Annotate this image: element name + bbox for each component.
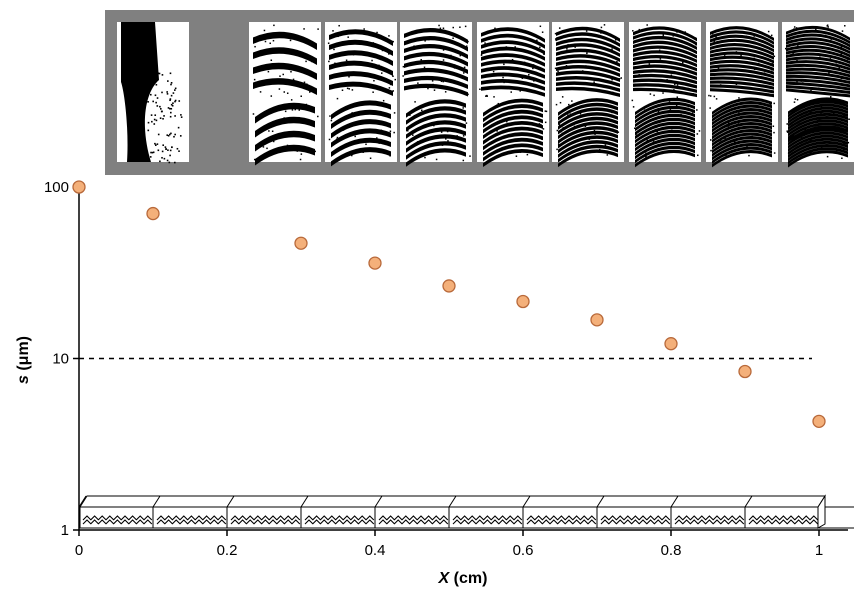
- inset-panel: [552, 22, 624, 168]
- inset-panel: [706, 22, 778, 168]
- y-axis-title: s (μm): [15, 336, 32, 384]
- x-axis-title: X (cm): [438, 570, 488, 587]
- inset-panel: [629, 22, 701, 168]
- data-point: [590, 313, 604, 327]
- data-point: [146, 206, 160, 221]
- y-tick-label: 1: [61, 522, 69, 539]
- data-point: [664, 337, 678, 351]
- data-points: [72, 180, 826, 429]
- x-tick-label: 0.8: [661, 542, 682, 559]
- data-point: [738, 364, 752, 379]
- inset-panel: [477, 22, 549, 168]
- x-tick-label: 0.4: [365, 542, 386, 559]
- x-tick-label: 0.6: [513, 542, 534, 559]
- y-tick-label: 10: [52, 351, 69, 368]
- inset-strip: [105, 10, 854, 175]
- y-tick-label: 100: [44, 179, 69, 196]
- inset-panel: [249, 22, 321, 166]
- inset-panel: [117, 22, 189, 164]
- data-point: [368, 256, 382, 270]
- data-point: [294, 236, 308, 250]
- x-tick-label: 1: [815, 542, 823, 559]
- inset-panel: [400, 22, 472, 167]
- data-point: [812, 414, 826, 429]
- x-ticks: 0 0.2 0.4 0.6 0.8 1: [75, 530, 823, 559]
- y-ticks: 1 10 100: [44, 179, 79, 539]
- inset-panel: [325, 22, 397, 167]
- inset-panel: [782, 22, 854, 168]
- x-tick-label: 0: [75, 542, 83, 559]
- mixer-channel-diagram: [78, 494, 854, 529]
- data-point: [72, 180, 86, 194]
- data-point: [442, 279, 456, 293]
- x-tick-label: 0.2: [217, 542, 238, 559]
- data-point: [516, 294, 530, 309]
